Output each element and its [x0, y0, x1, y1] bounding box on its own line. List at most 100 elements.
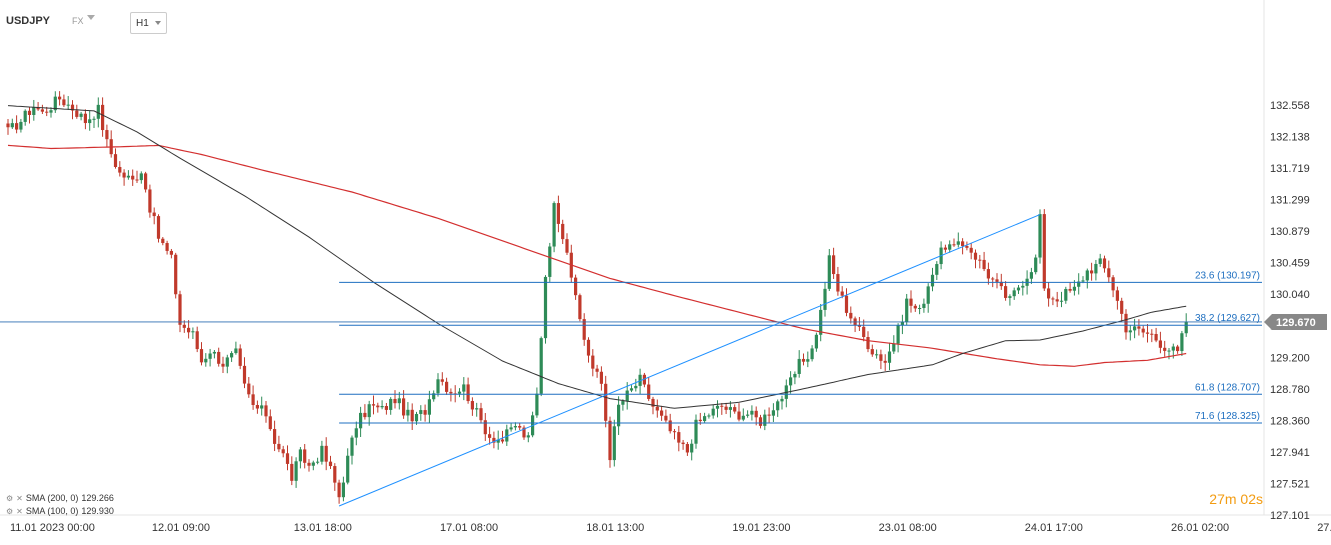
candle [500, 430, 505, 444]
candle-body [36, 107, 40, 110]
candle-body [199, 349, 204, 363]
symbol-label[interactable]: USDJPY [6, 15, 51, 27]
candle [384, 402, 388, 415]
candle [212, 350, 216, 359]
countdown-seconds: 02 [1240, 491, 1256, 507]
candle [66, 96, 70, 110]
candle [195, 326, 199, 353]
candle-body [1098, 258, 1102, 264]
candle-body [96, 104, 100, 119]
candle-body [53, 96, 57, 111]
candle-body [595, 368, 599, 372]
candle-body [1072, 286, 1076, 291]
candle [324, 437, 328, 471]
candle-body [62, 99, 66, 106]
candle [1120, 297, 1124, 322]
candle [986, 262, 990, 285]
candle [1128, 324, 1132, 341]
candle [668, 413, 672, 434]
candle [806, 351, 810, 368]
candle-body [556, 203, 560, 224]
candle [161, 236, 165, 246]
candle [191, 327, 195, 339]
last-price-tag: 129.670 [1264, 313, 1327, 330]
candle-body [500, 439, 505, 442]
candle [535, 387, 539, 418]
candle [1167, 348, 1171, 360]
candle-body [264, 405, 268, 417]
candle [393, 390, 397, 409]
candle-body [956, 241, 960, 245]
indicator-sma200[interactable]: ⚙ ✕ SMA (200, 0) 129.266 [6, 493, 114, 503]
candle [1004, 281, 1008, 301]
candle [780, 395, 784, 410]
candle-body [801, 358, 806, 362]
candle [178, 290, 182, 333]
candle-body [148, 189, 152, 213]
candle-body [522, 427, 526, 438]
candle [1180, 330, 1184, 357]
candle-body [488, 434, 492, 438]
x-tick-label: 17.01 08:00 [440, 522, 498, 534]
candle [423, 404, 427, 422]
candle-body [285, 453, 290, 464]
candle-body [999, 281, 1003, 287]
candle-body [1042, 214, 1046, 289]
candle-body [806, 359, 810, 362]
candle-body [191, 331, 195, 333]
candle [62, 94, 66, 108]
candle [251, 385, 255, 410]
candle [819, 303, 823, 342]
candle-body [466, 384, 470, 402]
x-tick-label: 18.01 13:00 [586, 522, 644, 534]
candle [354, 421, 358, 446]
candle [1016, 284, 1021, 295]
candle [453, 385, 457, 403]
candle [492, 431, 496, 449]
symbol-dropdown-icon[interactable] [87, 15, 95, 20]
candle [1094, 259, 1098, 281]
candle-body [75, 110, 79, 117]
settings-icon[interactable]: ⚙ [6, 493, 14, 503]
candle-body [1176, 346, 1180, 352]
candle [15, 115, 19, 134]
candle-body [896, 325, 900, 344]
candle [518, 423, 522, 430]
candle [311, 460, 315, 471]
close-icon[interactable]: ✕ [16, 493, 23, 503]
candle [445, 377, 449, 395]
candle-body [1115, 290, 1119, 301]
candle-body [905, 298, 909, 322]
candle-body [247, 383, 251, 395]
candle-body [909, 298, 913, 306]
settings-icon[interactable]: ⚙ [6, 506, 14, 516]
countdown-minutes: 27 [1209, 491, 1225, 507]
candle [617, 396, 621, 435]
candle [935, 261, 939, 281]
x-tick-label: 23.01 08:00 [879, 522, 937, 534]
candle-body [169, 250, 173, 255]
candle [930, 267, 935, 292]
candle [840, 286, 844, 299]
indicator-sma100[interactable]: ⚙ ✕ SMA (100, 0) 129.930 [6, 506, 114, 516]
candle-body [969, 247, 973, 253]
candle [397, 391, 401, 410]
candle [969, 243, 973, 260]
close-icon[interactable]: ✕ [16, 506, 23, 516]
candle-body [389, 398, 393, 410]
candle-body [711, 408, 715, 416]
candle-body [32, 107, 36, 115]
candle [333, 463, 337, 491]
candle-body [703, 416, 707, 422]
candle-body [260, 405, 264, 409]
candle-body [767, 414, 771, 416]
candle-body [346, 455, 350, 483]
candle-body [1034, 257, 1038, 273]
candle-body [410, 409, 414, 422]
timeframe-select[interactable]: H1 [130, 12, 167, 34]
candle [470, 397, 474, 416]
candle [466, 377, 470, 404]
y-tick-label: 131.719 [1270, 163, 1310, 175]
y-tick-label: 130.040 [1270, 289, 1310, 301]
